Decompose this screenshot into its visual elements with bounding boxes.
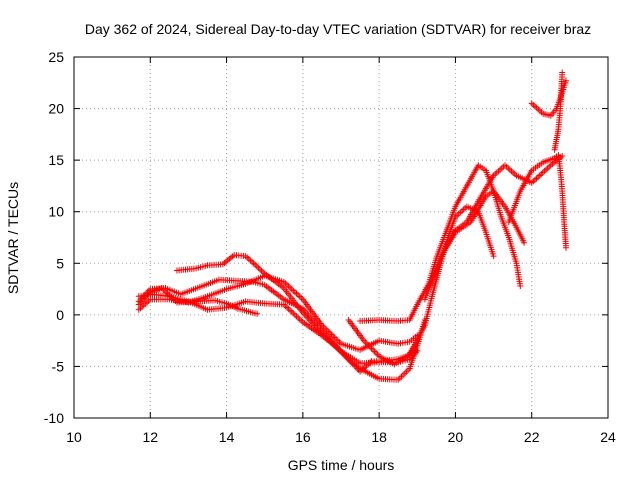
grid-lines	[74, 57, 608, 418]
x-tick-label: 10	[66, 429, 82, 445]
series-track-f	[357, 162, 528, 324]
y-tick-label: 25	[48, 49, 64, 65]
data-marker-path	[345, 203, 497, 368]
series-track-c	[135, 272, 421, 353]
y-tick-label: 10	[48, 204, 64, 220]
y-tick-label: -10	[44, 410, 64, 426]
y-tick-label: -5	[52, 358, 65, 374]
chart-title: Day 362 of 2024, Sidereal Day-to-day VTE…	[85, 21, 591, 37]
series-track-i	[425, 188, 524, 293]
data-marker-path	[135, 272, 421, 353]
x-tick-label: 22	[524, 429, 540, 445]
y-tick-label: 5	[56, 255, 64, 271]
series-track-a	[135, 276, 421, 375]
y-tick-label: 20	[48, 101, 64, 117]
y-axis-label: SDTVAR / TECUs	[5, 182, 21, 294]
x-tick-label: 16	[295, 429, 311, 445]
x-tick-label: 18	[371, 429, 387, 445]
series-track-j	[505, 152, 569, 251]
data-marker-path	[135, 285, 261, 317]
y-tick-label: 15	[48, 152, 64, 168]
series-track-l	[551, 69, 566, 153]
data-series	[135, 69, 569, 383]
data-marker-path	[551, 69, 566, 153]
x-tick-label: 20	[448, 429, 464, 445]
data-marker-path	[425, 188, 524, 293]
axis-ticks: 10 12 14 16 18 20 22 24 -10 -5 0 5 10 15 20 25	[44, 49, 616, 445]
y-tick-label: 0	[56, 307, 64, 323]
series-track-e	[174, 252, 428, 383]
data-marker-path	[357, 162, 528, 324]
x-tick-label: 14	[219, 429, 235, 445]
data-marker-path	[135, 276, 421, 375]
series-track-g	[345, 203, 497, 368]
plot-frame	[73, 56, 609, 419]
data-marker-path	[528, 77, 569, 119]
series-track-k	[528, 77, 569, 119]
data-marker-path	[174, 252, 428, 383]
series-track-h	[421, 153, 566, 303]
x-tick-label: 24	[600, 429, 616, 445]
x-tick-label: 12	[142, 429, 158, 445]
data-marker-path	[505, 152, 569, 251]
series-track-d	[135, 285, 261, 317]
data-marker-path	[421, 153, 566, 303]
x-axis-label: GPS time / hours	[288, 457, 395, 473]
